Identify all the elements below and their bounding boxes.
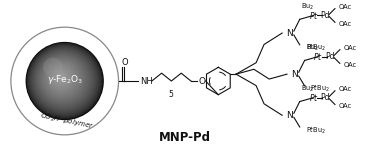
Circle shape (52, 69, 70, 86)
Circle shape (40, 56, 85, 102)
Text: Pd: Pd (325, 52, 335, 61)
Circle shape (30, 47, 98, 114)
Circle shape (29, 45, 99, 116)
Text: OAc: OAc (339, 86, 352, 92)
Circle shape (49, 65, 74, 90)
Text: P$t$Bu$_2$: P$t$Bu$_2$ (305, 42, 325, 53)
Circle shape (34, 51, 92, 109)
Text: NH: NH (140, 77, 153, 87)
Circle shape (37, 53, 90, 106)
Circle shape (46, 62, 77, 94)
Circle shape (26, 42, 104, 120)
Text: OAc: OAc (339, 104, 352, 109)
Circle shape (32, 48, 96, 112)
Circle shape (58, 74, 62, 79)
Circle shape (28, 45, 100, 117)
Text: $Pt$: $Pt$ (308, 10, 318, 21)
Text: OAc: OAc (344, 62, 357, 68)
Circle shape (53, 69, 69, 85)
Circle shape (38, 54, 88, 104)
Circle shape (34, 50, 93, 110)
Circle shape (39, 56, 86, 103)
Circle shape (40, 57, 84, 101)
Circle shape (43, 60, 81, 97)
Text: O: O (198, 76, 205, 85)
Circle shape (51, 67, 71, 88)
Text: N: N (287, 28, 293, 38)
Circle shape (59, 75, 61, 77)
Text: O: O (121, 58, 128, 67)
Text: 5: 5 (168, 90, 173, 99)
Text: $Pt$: $Pt$ (313, 51, 323, 62)
Circle shape (41, 58, 84, 100)
Circle shape (54, 71, 67, 83)
Text: P$t$Bu$_2$: P$t$Bu$_2$ (305, 124, 325, 136)
Circle shape (29, 46, 99, 115)
Text: $\gamma$-Fe$_2$O$_3$: $\gamma$-Fe$_2$O$_3$ (46, 72, 83, 86)
Circle shape (48, 64, 76, 92)
Text: CO$_2$H  polymer: CO$_2$H polymer (39, 112, 94, 133)
Circle shape (28, 44, 101, 117)
Circle shape (48, 64, 75, 91)
Circle shape (45, 62, 78, 95)
Circle shape (55, 71, 66, 82)
Circle shape (35, 52, 91, 108)
Circle shape (39, 55, 87, 103)
Circle shape (42, 58, 83, 99)
Text: N: N (287, 111, 293, 120)
Text: Bu$_2$: Bu$_2$ (301, 84, 314, 94)
Text: Bu$_2$: Bu$_2$ (306, 43, 319, 53)
Circle shape (43, 58, 63, 77)
Circle shape (45, 61, 79, 96)
Text: MNP-Pd: MNP-Pd (159, 131, 211, 144)
Circle shape (50, 67, 72, 88)
Text: $Pt$: $Pt$ (308, 92, 318, 103)
Circle shape (56, 73, 64, 80)
Text: Pd: Pd (321, 93, 330, 102)
Circle shape (59, 75, 62, 78)
Circle shape (50, 66, 73, 89)
Text: OAc: OAc (339, 21, 352, 27)
Circle shape (54, 70, 68, 84)
Circle shape (27, 43, 102, 118)
Text: P$t$Bu$_2$: P$t$Bu$_2$ (310, 83, 330, 94)
Circle shape (31, 47, 97, 113)
Circle shape (26, 43, 103, 119)
Circle shape (37, 53, 89, 105)
Circle shape (36, 52, 91, 107)
Text: OAc: OAc (339, 4, 352, 10)
Circle shape (56, 72, 65, 81)
Text: N: N (291, 70, 298, 79)
Circle shape (33, 49, 94, 110)
Circle shape (57, 73, 64, 80)
Circle shape (44, 60, 80, 96)
Text: OAc: OAc (344, 45, 357, 51)
Circle shape (33, 49, 95, 111)
Text: Bu$_2$: Bu$_2$ (301, 2, 314, 12)
Circle shape (47, 63, 77, 93)
Circle shape (43, 59, 82, 98)
Text: Pd: Pd (321, 11, 330, 20)
Circle shape (51, 68, 70, 87)
